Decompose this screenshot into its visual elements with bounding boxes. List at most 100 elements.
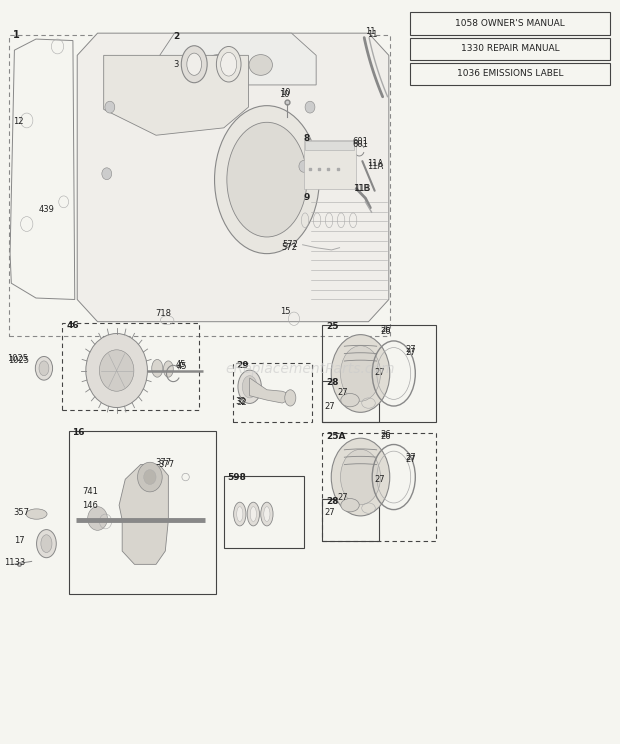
Text: 26: 26 <box>380 327 391 336</box>
Ellipse shape <box>187 53 202 75</box>
Text: 27: 27 <box>374 475 384 484</box>
Text: 146: 146 <box>82 501 98 510</box>
Bar <box>301 195 361 242</box>
Text: 3: 3 <box>173 60 179 68</box>
Text: 26: 26 <box>380 430 391 440</box>
Ellipse shape <box>249 54 272 75</box>
Text: 1025: 1025 <box>7 354 28 363</box>
Text: 26: 26 <box>380 432 391 441</box>
Polygon shape <box>119 464 169 520</box>
Text: 377: 377 <box>155 458 171 466</box>
Text: 11B: 11B <box>353 184 370 193</box>
Ellipse shape <box>35 356 53 380</box>
Text: 27: 27 <box>405 453 416 462</box>
Text: 25: 25 <box>326 322 339 331</box>
Ellipse shape <box>26 509 47 519</box>
Ellipse shape <box>250 507 257 522</box>
Bar <box>233 363 312 423</box>
Bar <box>322 324 436 423</box>
Text: 357: 357 <box>13 508 29 517</box>
Text: 1036 EMISSIONS LABEL: 1036 EMISSIONS LABEL <box>456 69 563 78</box>
Ellipse shape <box>37 530 56 558</box>
Text: 32: 32 <box>236 398 247 407</box>
Text: 572: 572 <box>281 243 298 252</box>
Circle shape <box>99 350 134 391</box>
Text: 718: 718 <box>155 309 171 318</box>
Bar <box>304 141 356 188</box>
Text: 11B: 11B <box>355 184 371 193</box>
Text: 1330 REPAIR MANUAL: 1330 REPAIR MANUAL <box>461 44 559 53</box>
Ellipse shape <box>264 507 270 522</box>
Text: 741: 741 <box>82 487 98 496</box>
Text: 439: 439 <box>39 205 55 214</box>
Circle shape <box>86 333 148 408</box>
Ellipse shape <box>164 361 173 377</box>
Text: 46: 46 <box>66 321 79 330</box>
Ellipse shape <box>237 507 243 522</box>
Text: 27: 27 <box>338 493 348 502</box>
Text: 1: 1 <box>13 31 20 40</box>
Text: 1133: 1133 <box>4 559 26 568</box>
Ellipse shape <box>227 122 307 237</box>
Ellipse shape <box>238 371 262 403</box>
Ellipse shape <box>247 502 260 526</box>
Ellipse shape <box>221 52 237 76</box>
Text: 29: 29 <box>236 361 249 370</box>
Ellipse shape <box>331 335 390 412</box>
Ellipse shape <box>340 346 381 401</box>
Text: 10: 10 <box>279 90 290 99</box>
Text: eReplacementParts.com: eReplacementParts.com <box>225 362 395 376</box>
Text: 27: 27 <box>405 345 416 354</box>
Bar <box>410 62 610 85</box>
Text: 27: 27 <box>405 348 416 357</box>
Ellipse shape <box>41 535 52 553</box>
Bar <box>69 432 216 594</box>
Bar <box>410 38 610 60</box>
Text: 32: 32 <box>235 397 246 406</box>
Bar <box>410 13 610 35</box>
Ellipse shape <box>341 498 359 512</box>
Circle shape <box>102 168 112 179</box>
Text: 11: 11 <box>365 28 376 36</box>
Text: 9: 9 <box>304 193 310 202</box>
Bar <box>9 35 390 336</box>
Text: 15: 15 <box>280 307 291 316</box>
Text: 572: 572 <box>282 240 298 249</box>
Text: 11A: 11A <box>366 159 383 168</box>
Polygon shape <box>150 33 316 85</box>
Text: 2: 2 <box>173 31 180 41</box>
Text: 11: 11 <box>366 31 377 39</box>
Ellipse shape <box>331 438 390 516</box>
Text: 27: 27 <box>405 455 416 464</box>
Text: 377: 377 <box>158 460 174 469</box>
Text: 8: 8 <box>304 135 310 144</box>
Ellipse shape <box>181 45 207 83</box>
Text: 27: 27 <box>325 403 335 411</box>
Circle shape <box>305 101 315 113</box>
Circle shape <box>105 101 115 113</box>
Ellipse shape <box>341 394 359 407</box>
Text: 45: 45 <box>175 360 186 369</box>
Text: 26: 26 <box>380 324 391 333</box>
Text: 27: 27 <box>338 388 348 397</box>
Text: 10: 10 <box>280 88 291 97</box>
Text: 27: 27 <box>374 368 384 376</box>
Ellipse shape <box>206 54 229 75</box>
Text: 1025: 1025 <box>8 356 29 365</box>
Text: 45: 45 <box>177 362 187 371</box>
Ellipse shape <box>216 46 241 82</box>
Bar <box>305 141 355 150</box>
Bar <box>170 35 256 92</box>
Bar <box>322 381 379 423</box>
Text: 601: 601 <box>352 137 368 146</box>
Ellipse shape <box>215 106 319 254</box>
Text: 27: 27 <box>325 508 335 517</box>
Bar <box>224 475 304 548</box>
Text: 598: 598 <box>228 473 246 482</box>
Text: 601: 601 <box>352 140 368 149</box>
Bar <box>63 323 199 411</box>
Polygon shape <box>104 55 249 135</box>
Bar <box>322 434 436 541</box>
Polygon shape <box>250 378 290 403</box>
Ellipse shape <box>242 376 257 398</box>
